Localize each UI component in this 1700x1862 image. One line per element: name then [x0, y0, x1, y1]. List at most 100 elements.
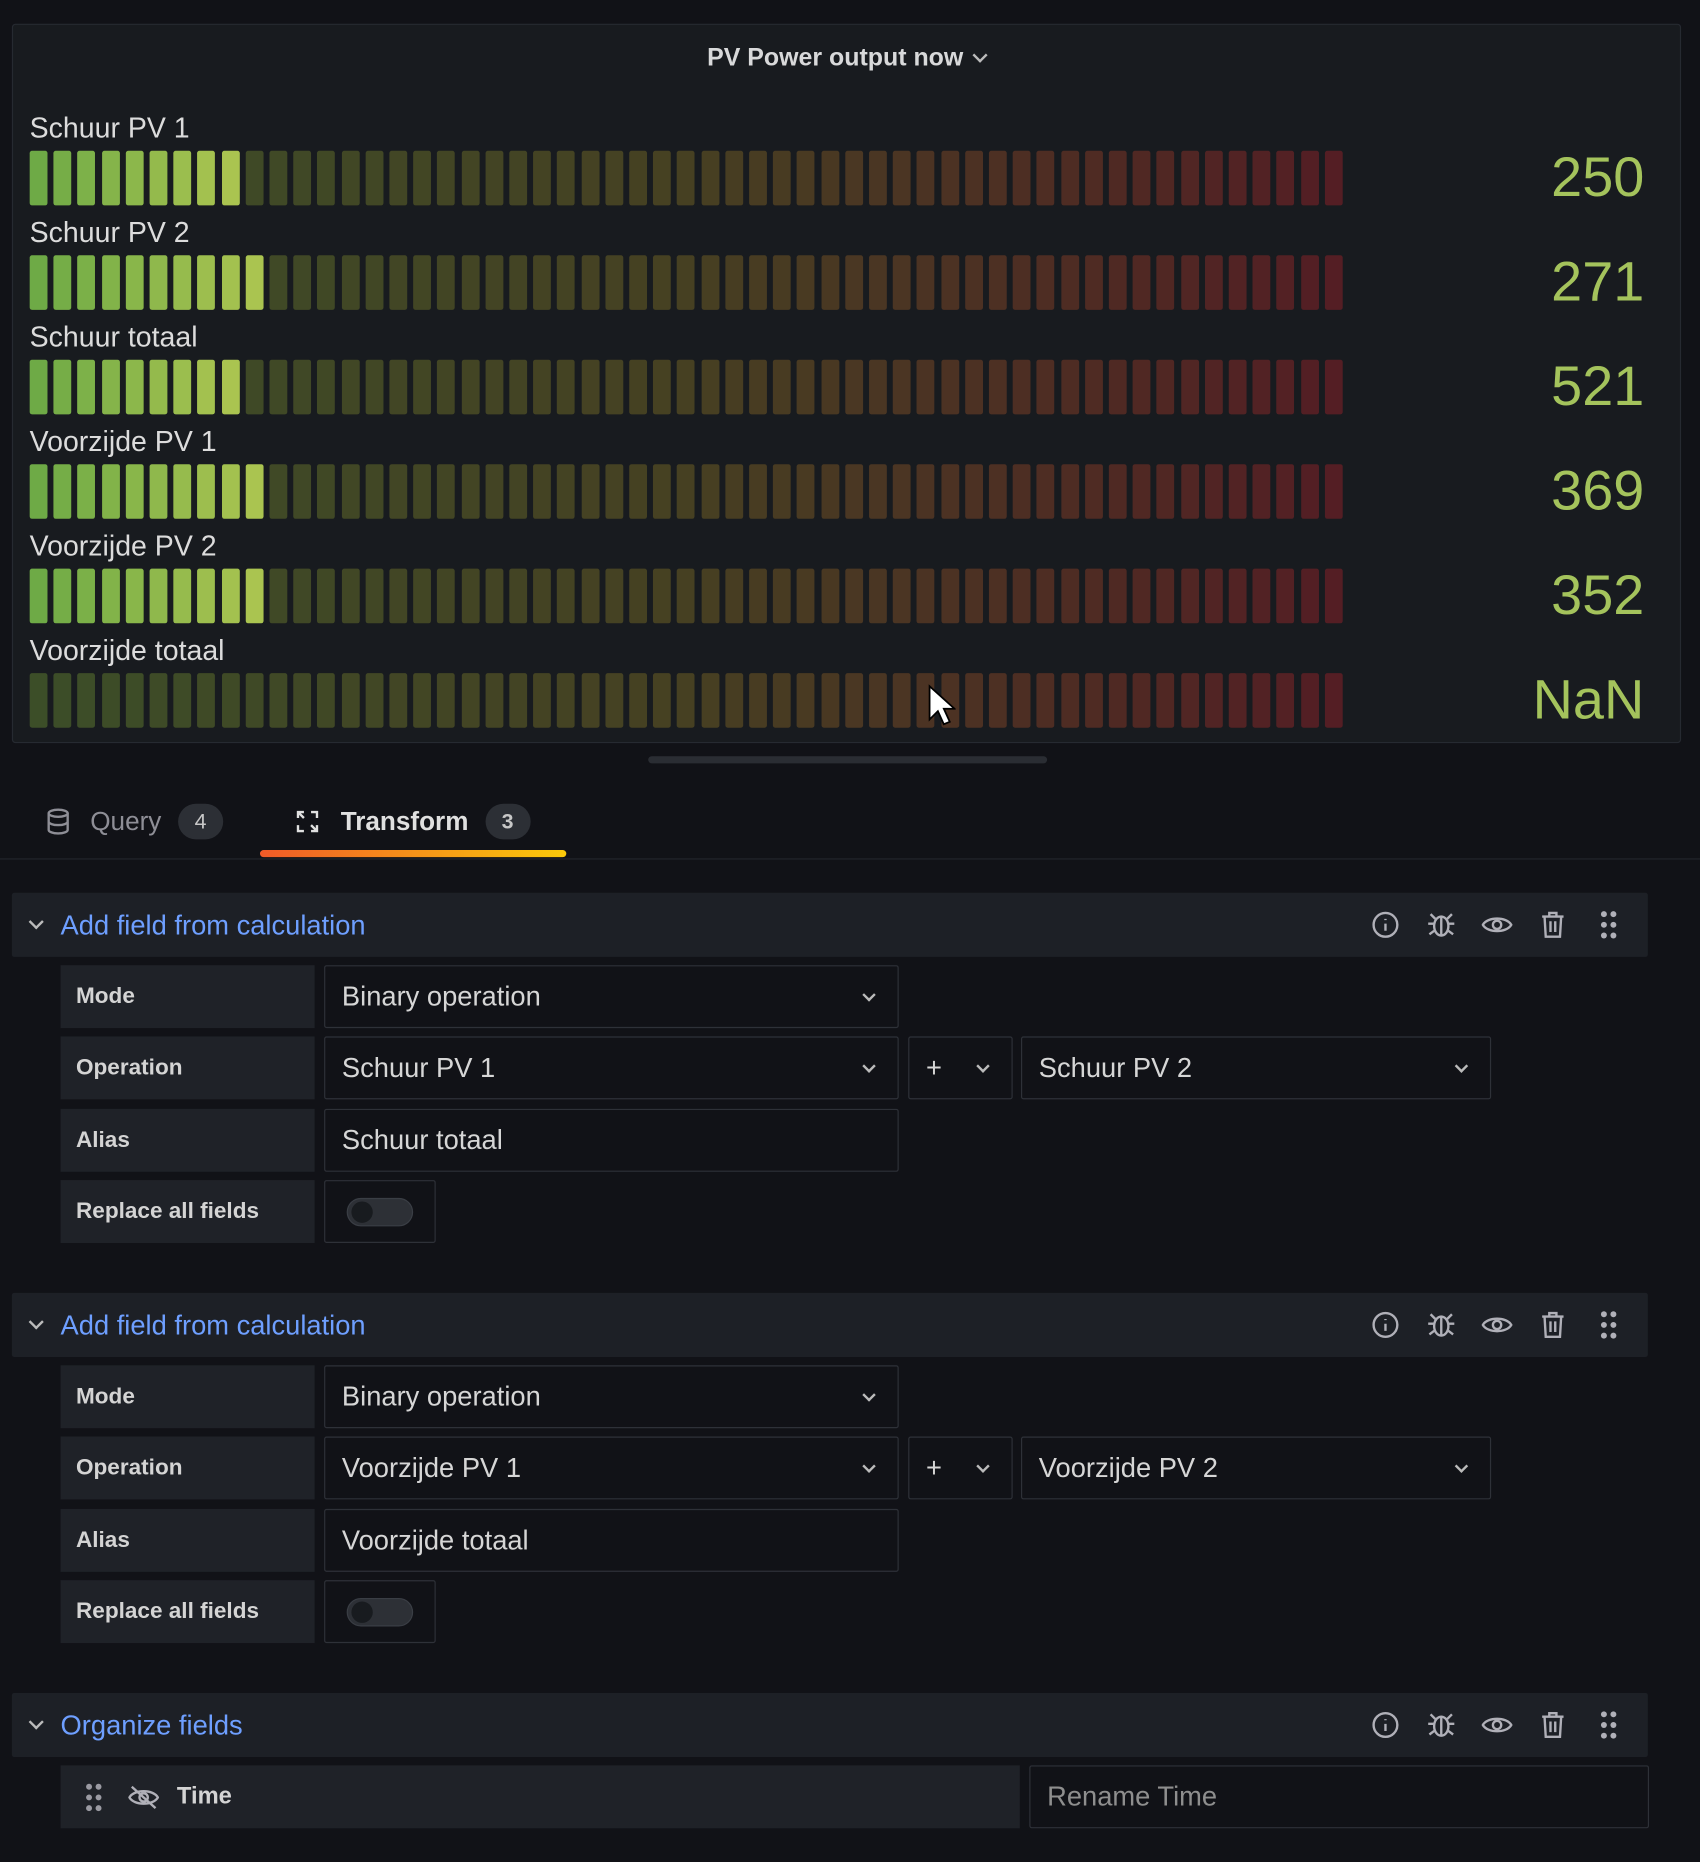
gauge-cell — [461, 359, 480, 415]
gauge-value: 369 — [1551, 458, 1645, 522]
operator-select[interactable]: + — [908, 1436, 1013, 1500]
gauge-cell — [197, 568, 216, 624]
gauge-cell — [149, 568, 168, 624]
gauge-label: Voorzijde totaal — [29, 635, 225, 668]
eye-slash-icon[interactable] — [128, 1784, 160, 1810]
gauge-cell — [509, 464, 528, 519]
gauge-cell — [725, 673, 743, 728]
replace-all-toggle[interactable] — [346, 1597, 414, 1627]
mode-select[interactable]: Binary operation — [324, 1365, 899, 1429]
chevron-down-icon[interactable] — [28, 914, 44, 930]
eye-icon[interactable] — [1480, 1707, 1512, 1743]
bug-icon[interactable] — [1425, 907, 1457, 943]
gauge-cell — [149, 464, 168, 519]
gauge-cell — [293, 359, 312, 415]
left-field-select[interactable]: Voorzijde PV 1 — [324, 1436, 899, 1500]
active-tab-indicator — [259, 850, 567, 858]
gauge-cell — [29, 255, 48, 310]
trash-icon[interactable] — [1536, 1307, 1568, 1343]
chevron-down-icon[interactable] — [28, 1314, 44, 1330]
info-icon[interactable] — [1369, 907, 1401, 943]
gauge-cell — [485, 359, 504, 415]
gauge-cell — [317, 673, 336, 728]
gauge-cell — [29, 673, 48, 728]
tab-query[interactable]: Query 4 — [45, 784, 224, 860]
gauge-cell — [365, 673, 384, 728]
gauge-cell — [821, 673, 839, 728]
gauge-cell — [869, 255, 887, 310]
gauge-cell — [1228, 673, 1247, 728]
gauge-cell — [653, 359, 671, 415]
operator-select[interactable]: + — [908, 1036, 1013, 1100]
transform-header[interactable]: Add field from calculation — [11, 892, 1648, 957]
gauge-cell — [1252, 359, 1271, 415]
transform-header[interactable]: Add field from calculation — [11, 1292, 1648, 1357]
panel-title-menu[interactable]: PV Power output now — [13, 44, 1680, 72]
gauge-cell — [701, 255, 719, 310]
gauge-cell — [1180, 150, 1199, 206]
gauge-cell — [173, 673, 192, 728]
tab-query-label: Query — [90, 806, 162, 836]
gauge-cell — [1276, 673, 1295, 728]
gauge-cell — [1132, 464, 1151, 519]
rename-field-input[interactable]: Rename Time — [1029, 1765, 1650, 1829]
info-icon[interactable] — [1369, 1307, 1401, 1343]
gauge-cell — [365, 255, 384, 310]
drag-handle-icon[interactable] — [84, 1782, 103, 1813]
right-field-select[interactable]: Schuur PV 2 — [1020, 1036, 1492, 1100]
gauge-cell — [725, 359, 743, 415]
operation-label: Operation — [60, 1436, 315, 1500]
operator-value: + — [926, 1451, 942, 1483]
gauge-cell — [77, 150, 96, 206]
mode-select[interactable]: Binary operation — [324, 965, 899, 1029]
drag-handle-icon[interactable] — [1592, 1707, 1624, 1743]
panel-resize-handle[interactable] — [648, 756, 1048, 764]
transform-header[interactable]: Organize fields — [11, 1692, 1648, 1758]
gauge-cell — [1300, 150, 1319, 206]
gauge-cell — [964, 464, 983, 519]
gauge-cell — [1060, 359, 1079, 415]
gauge-cell — [485, 464, 504, 519]
replace-all-toggle[interactable] — [346, 1197, 414, 1227]
chevron-down-icon — [862, 1459, 876, 1473]
gauge-cell — [293, 568, 312, 624]
gauge-cell — [916, 568, 935, 624]
gauge-cell — [269, 150, 288, 206]
gauge-cell — [1132, 255, 1151, 310]
eye-icon[interactable] — [1480, 1307, 1512, 1343]
gauge-cell — [581, 359, 600, 415]
trash-icon[interactable] — [1536, 907, 1568, 943]
gauge-cell — [509, 359, 528, 415]
gauge-cell — [341, 464, 360, 519]
gauge-cell — [77, 673, 96, 728]
tab-transform-label: Transform — [340, 806, 469, 836]
gauge-cell — [53, 255, 72, 310]
drag-handle-icon[interactable] — [1592, 907, 1624, 943]
gauge-cell — [1324, 255, 1343, 310]
info-icon[interactable] — [1369, 1707, 1401, 1743]
gauge-cell — [245, 359, 264, 415]
eye-icon[interactable] — [1480, 907, 1512, 943]
gauge-bar — [29, 673, 1348, 728]
gauge-cell — [461, 464, 480, 519]
gauge-cell — [389, 255, 408, 310]
chevron-down-icon — [862, 988, 876, 1002]
bug-icon[interactable] — [1425, 1707, 1457, 1743]
gauge-cell — [245, 255, 264, 310]
drag-handle-icon[interactable] — [1592, 1307, 1624, 1343]
gauge-cell — [533, 464, 552, 519]
left-field-select[interactable]: Schuur PV 1 — [324, 1036, 899, 1100]
chevron-down-icon[interactable] — [28, 1714, 44, 1730]
gauge-cell — [964, 673, 983, 728]
gauge-cell — [317, 150, 336, 206]
gauge-cell — [461, 568, 480, 624]
alias-input[interactable]: Schuur totaal — [324, 1108, 899, 1172]
gauge-cell — [1156, 464, 1175, 519]
gauge-cell — [964, 359, 983, 415]
alias-input[interactable]: Voorzijde totaal — [324, 1508, 899, 1572]
trash-icon[interactable] — [1536, 1707, 1568, 1743]
tab-transform[interactable]: Transform 3 — [293, 784, 531, 860]
right-field-select[interactable]: Voorzijde PV 2 — [1020, 1436, 1492, 1500]
gauge-cell — [749, 359, 767, 415]
bug-icon[interactable] — [1425, 1307, 1457, 1343]
